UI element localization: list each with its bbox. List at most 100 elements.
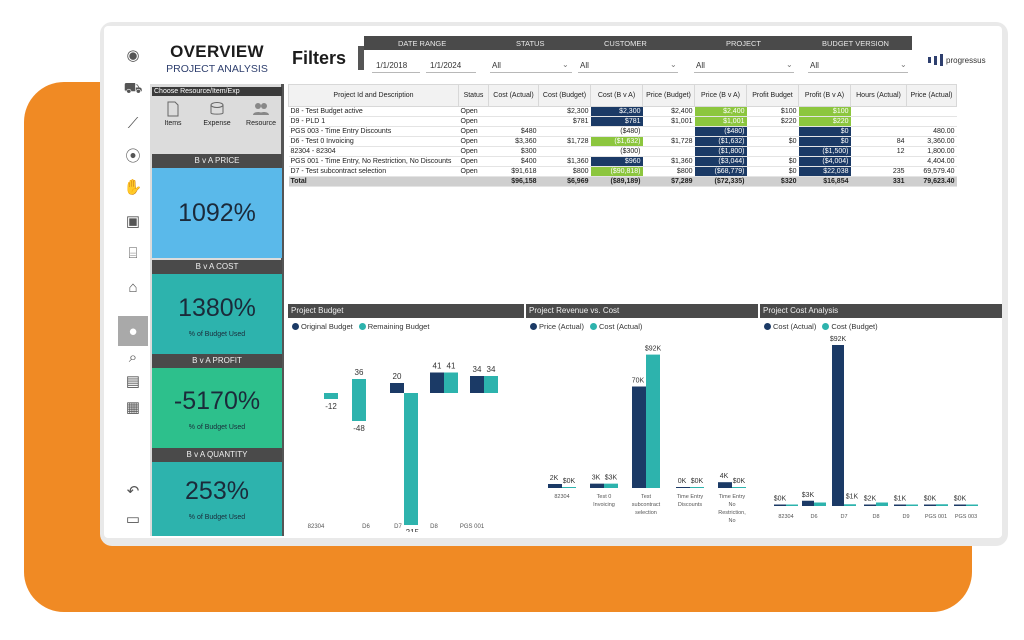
resource-label: Resource bbox=[246, 120, 276, 127]
column-header[interactable]: Cost (B v A) bbox=[590, 84, 643, 107]
table-cell: Open bbox=[458, 116, 489, 127]
column-header[interactable]: Hours (Actual) bbox=[850, 84, 907, 107]
table-cell: $100 bbox=[798, 106, 851, 117]
column-header[interactable]: Price (B v A) bbox=[694, 84, 747, 107]
column-header[interactable]: Status bbox=[458, 84, 489, 107]
chart-legend: Original Budget Remaining Budget bbox=[292, 322, 429, 331]
table-row[interactable]: D6 - Test 0 Invoicing Open $3,360 $1,728 ($1… bbox=[288, 136, 957, 147]
chart-legend: Cost (Actual) Cost (Budget) bbox=[764, 322, 878, 331]
column-header[interactable]: Price (Budget) bbox=[642, 84, 695, 107]
table-cell: Open bbox=[458, 106, 489, 117]
table-cell bbox=[488, 116, 539, 127]
status-select[interactable]: All bbox=[492, 61, 501, 70]
table-cell: $0 bbox=[746, 166, 799, 177]
table-cell: $400 bbox=[488, 156, 539, 167]
date-to-input[interactable]: 1/1/2024 bbox=[430, 61, 462, 70]
person-icon[interactable]: ● bbox=[128, 322, 138, 340]
table-cell: D6 - Test 0 Invoicing bbox=[288, 136, 459, 147]
clipboard-icon[interactable]: ⌸ bbox=[128, 244, 138, 262]
table-cell: 4,404.00 bbox=[906, 156, 957, 167]
chevron-down-icon[interactable]: ⌄ bbox=[670, 60, 677, 69]
chevron-down-icon[interactable]: ⌄ bbox=[900, 60, 907, 69]
budget-version-select[interactable]: All bbox=[810, 61, 819, 70]
customer-underline bbox=[578, 72, 678, 73]
kpi-profit-value: -5170% bbox=[173, 387, 261, 415]
search-chart-icon[interactable]: ⌕ bbox=[128, 348, 138, 366]
table-cell bbox=[746, 126, 799, 137]
bar bbox=[844, 504, 856, 506]
chevron-down-icon[interactable]: ⌄ bbox=[786, 60, 793, 69]
filter-label-status: STATUS bbox=[516, 39, 545, 48]
table-cell: 12 bbox=[850, 146, 907, 157]
table-row[interactable]: PGS 003 - Time Entry Discounts Open $480 ($… bbox=[288, 126, 957, 137]
table-cell: ($300) bbox=[590, 146, 643, 157]
total-cell: $320 bbox=[746, 176, 799, 187]
trend-chart-icon[interactable]: ⟋ bbox=[127, 114, 139, 132]
undo-icon[interactable]: ↶ bbox=[126, 483, 140, 500]
calendar-grid-icon[interactable]: ▦ bbox=[125, 399, 141, 416]
legend-item[interactable]: Original Budget bbox=[292, 322, 353, 331]
x-tick-label: No bbox=[728, 518, 735, 524]
table-row[interactable]: PGS 001 - Time Entry, No Restriction, No… bbox=[288, 156, 957, 167]
x-tick-label: Discounts bbox=[678, 502, 702, 508]
table-cell: $0 bbox=[798, 136, 851, 147]
car-icon[interactable]: ⛟ bbox=[123, 79, 143, 97]
legend-item[interactable]: Cost (Actual) bbox=[590, 322, 642, 331]
bar bbox=[690, 487, 704, 488]
total-cell: $96,158 bbox=[488, 176, 539, 187]
expense-label: Expense bbox=[203, 120, 231, 127]
chevron-down-icon[interactable]: ⌄ bbox=[562, 60, 569, 69]
revenue-bars: 2K $0K 82304 3K $3K Test 0 Invoicing 70K $92K Tes… bbox=[548, 346, 746, 524]
table-cell bbox=[538, 126, 591, 137]
filters-label: Filters bbox=[292, 48, 347, 68]
resource-button[interactable]: Resource bbox=[242, 98, 280, 127]
bar bbox=[936, 504, 948, 506]
table-row[interactable]: D8 - Test Budget active Open $2,300 $2,300 $… bbox=[288, 106, 957, 117]
x-tick-label: D7 bbox=[840, 514, 847, 520]
items-button[interactable]: Items bbox=[154, 98, 192, 127]
legend-item[interactable]: Cost (Actual) bbox=[764, 322, 816, 331]
total-cell: $7,289 bbox=[642, 176, 695, 187]
legend-item[interactable]: Cost (Budget) bbox=[822, 322, 878, 331]
kpi-profit-header: B v A PROFIT bbox=[152, 354, 282, 368]
x-tick-label: D9 bbox=[902, 514, 909, 520]
column-header[interactable]: Profit (B v A) bbox=[798, 84, 851, 107]
x-tick-label: D8 bbox=[430, 524, 438, 530]
page-title: OVERVIEW bbox=[170, 42, 264, 61]
table-row[interactable]: 82304 - 82304 Open $300 ($300) ($1,800) ($1,5… bbox=[288, 146, 957, 157]
legend-item[interactable]: Remaining Budget bbox=[358, 322, 429, 331]
money-hand-icon[interactable]: ✋ bbox=[123, 179, 143, 196]
column-header[interactable]: Cost (Actual) bbox=[488, 84, 539, 107]
data-label: 34 bbox=[487, 365, 496, 374]
items-label: Items bbox=[164, 120, 182, 127]
column-header[interactable]: Cost (Budget) bbox=[538, 84, 591, 107]
toolbox-icon[interactable]: ⌂ bbox=[128, 278, 138, 296]
x-tick-label: No bbox=[728, 502, 735, 508]
expense-button[interactable]: Expense bbox=[198, 98, 236, 127]
column-header[interactable]: Profit Budget bbox=[746, 84, 799, 107]
dashboard-icon[interactable]: ◉ bbox=[126, 47, 140, 64]
data-label: 3K bbox=[592, 475, 601, 482]
date-from-input[interactable]: 1/1/2018 bbox=[376, 61, 408, 70]
x-tick-label: Invoicing bbox=[593, 502, 615, 508]
data-label: 36 bbox=[355, 368, 364, 377]
calendar-clock-icon[interactable]: ▣ bbox=[125, 213, 141, 230]
table-cell: ($1,800) bbox=[694, 146, 747, 157]
project-select[interactable]: All bbox=[696, 61, 705, 70]
legend-item[interactable]: Price (Actual) bbox=[530, 322, 584, 331]
comment-icon[interactable]: ▭ bbox=[125, 511, 141, 528]
badge-icon[interactable]: ⦿ bbox=[125, 147, 141, 165]
column-header[interactable]: Project Id and Description bbox=[288, 84, 459, 107]
table-cell: 235 bbox=[850, 166, 907, 177]
table-row[interactable]: D7 - Test subcontract selection Open $91,6… bbox=[288, 166, 957, 177]
date-from-underline bbox=[372, 72, 420, 73]
table-row[interactable]: D9 - PLD 1 Open $781 $781 $1,001 $1,001 $220 $2… bbox=[288, 116, 957, 127]
x-tick-label: 82304 bbox=[554, 494, 569, 500]
column-header[interactable]: Price (Actual) bbox=[906, 84, 957, 107]
data-label: 70K bbox=[632, 378, 645, 385]
customer-select[interactable]: All bbox=[580, 61, 589, 70]
table-cell: 3,360.00 bbox=[906, 136, 957, 147]
table-cell: 1,800.00 bbox=[906, 146, 957, 157]
window-table-icon[interactable]: ▤ bbox=[125, 373, 141, 390]
filter-label-customer: CUSTOMER bbox=[604, 39, 647, 48]
